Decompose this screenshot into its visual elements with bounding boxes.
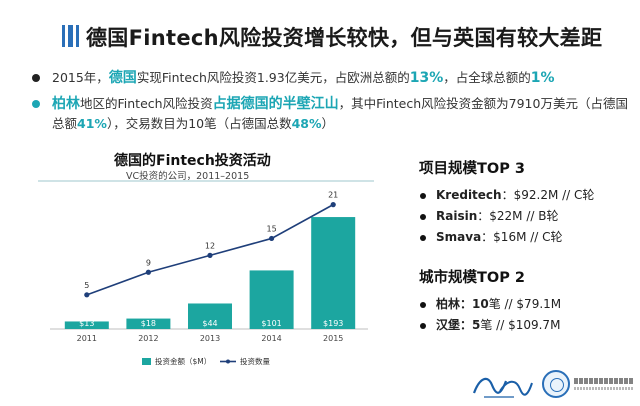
city-item: 汉堡：5笔 // $109.7M — [419, 315, 629, 336]
title-decoration — [68, 25, 73, 47]
bullet-text-segment: ，占全球总额的 — [443, 70, 531, 85]
bullet-text-segment: ） — [321, 116, 335, 131]
count-value-label: 5 — [84, 281, 89, 290]
bullet-text: 2015年，德国实现Fintech风险投资1.93亿美元，占欧洲总额的13%，占… — [52, 70, 555, 86]
bar-value-label: $18 — [141, 319, 156, 328]
calligraphy-seal-logo — [472, 377, 533, 398]
page-title: 德国Fintech风险投资增长较快，但与英国有较大差距 — [86, 26, 603, 50]
count-value-label: 12 — [205, 241, 215, 250]
x-tick-label: 2011 — [77, 334, 97, 343]
bullet-text-segment: 实现Fintech风险投资1.93亿美元，占欧洲总额的 — [136, 70, 410, 85]
bullet-dot-icon — [420, 235, 426, 241]
count-point — [207, 252, 213, 258]
university-emblem-icon — [542, 370, 570, 398]
count-point — [269, 235, 275, 242]
city-name: 汉堡：5 — [436, 318, 481, 332]
bullet-list: 2015年，德国实现Fintech风险投资1.93亿美元，占欧洲总额的13%，占… — [30, 68, 630, 134]
highlight-text: 13% — [409, 70, 444, 86]
highlight-text: 41% — [77, 116, 107, 131]
bullet-text: 柏林地区的Fintech风险投资占据德国的半壁江山，其中Fintech风险投资金… — [52, 96, 628, 131]
project-item: Smava：$16M // C轮 — [419, 227, 629, 248]
bullet-item-germany: 2015年，德国实现Fintech风险投资1.93亿美元，占欧洲总额的13%，占… — [30, 68, 630, 88]
bullet-dot-icon — [420, 193, 426, 199]
bar-value-label: $193 — [323, 319, 343, 328]
project-name: Raisin — [436, 209, 478, 223]
institute-name-logo — [574, 378, 634, 384]
legend-bar-swatch — [142, 358, 151, 365]
project-name: Smava — [436, 230, 482, 244]
project-item: Kreditech：$92.2M // C轮 — [419, 185, 629, 206]
bullet-dot-icon — [32, 74, 40, 82]
x-tick-label: 2014 — [261, 334, 281, 343]
city-detail: 笔 // $79.1M — [488, 297, 562, 311]
chart-panel: 德国的Fintech投资活动 VC投资的公司，2011–2015 $13 2011… — [38, 143, 374, 375]
count-value-label: 15 — [267, 224, 277, 233]
bar-value-label: $44 — [202, 319, 217, 328]
city-name: 柏林：10 — [436, 297, 489, 311]
bar-value-label: $13 — [79, 319, 94, 328]
project-name: Kreditech — [436, 188, 502, 202]
title-decoration — [62, 25, 65, 47]
projects-list: Kreditech：$92.2M // C轮 Raisin：$22M // B轮… — [419, 185, 629, 248]
bar — [188, 303, 232, 329]
bar — [64, 321, 109, 329]
fintech-investment-chart: $13 2011 $18 2012 $44 2013 $101 2014 $193 2015 5 9 1… — [50, 191, 368, 366]
bullet-dot-icon — [420, 214, 426, 220]
x-tick-label: 2013 — [200, 334, 220, 343]
bar — [311, 217, 356, 329]
highlight-text: 占据德国的半壁江山 — [212, 96, 339, 112]
project-detail: ：$16M // C轮 — [481, 230, 563, 244]
count-point — [330, 202, 336, 208]
bar — [126, 318, 171, 329]
city-detail: 笔 // $109.7M — [480, 318, 561, 332]
legend-label: 投资数量 — [240, 356, 270, 366]
count-value-label: 21 — [328, 191, 338, 200]
bullet-dot-icon — [420, 302, 426, 308]
footer-logos — [470, 368, 640, 406]
project-detail: ：$92.2M // C轮 — [501, 188, 595, 202]
x-tick-label: 2015 — [323, 334, 343, 343]
bullet-dot-icon — [420, 323, 426, 329]
bullet-text-segment: 地区的Fintech风险投资 — [80, 96, 213, 111]
x-tick-label: 2012 — [138, 334, 158, 343]
project-item: Raisin：$22M // B轮 — [419, 206, 629, 227]
top-rankings: 项目规模TOP 3 Kreditech：$92.2M // C轮 Raisin：… — [419, 157, 629, 336]
bullet-text-segment: 2015年， — [52, 70, 109, 85]
cities-list: 柏林：10笔 // $79.1M 汉堡：5笔 // $109.7M — [419, 294, 629, 336]
highlight-text: 柏林 — [52, 96, 80, 112]
highlight-text: 德国 — [108, 70, 137, 86]
legend-label: 投资金额（$M） — [155, 356, 211, 366]
city-item: 柏林：10笔 // $79.1M — [419, 294, 629, 315]
bullet-item-berlin: 柏林地区的Fintech风险投资占据德国的半壁江山，其中Fintech风险投资金… — [30, 94, 630, 134]
institute-name-logo — [574, 387, 634, 390]
chart-divider — [38, 180, 374, 182]
bullet-text-segment: ），交易数目为10笔（占德国总数 — [106, 116, 292, 131]
chart-title: 德国的Fintech投资活动 — [114, 153, 271, 169]
count-point — [84, 292, 90, 298]
bullet-dot-icon — [32, 100, 40, 108]
chart-subtitle: VC投资的公司，2011–2015 — [126, 171, 250, 182]
project-detail: ：$22M // B轮 — [477, 209, 559, 223]
count-value-label: 9 — [146, 258, 151, 267]
legend-line-marker — [226, 359, 230, 364]
bar-value-label: $101 — [261, 319, 281, 328]
title-decoration — [76, 25, 79, 47]
bullet-text-segment: ，其中Fintech风险投资金额为7910万美元（占德国总额 — [52, 96, 628, 131]
bar — [249, 270, 294, 329]
count-point — [145, 269, 151, 275]
highlight-text: 1% — [530, 70, 555, 86]
cities-heading: 城市规模TOP 2 — [419, 270, 525, 286]
projects-heading: 项目规模TOP 3 — [419, 161, 525, 177]
title-bar: 德国Fintech风险投资增长较快，但与英国有较大差距 — [0, 0, 640, 58]
highlight-text: 48% — [291, 116, 322, 131]
